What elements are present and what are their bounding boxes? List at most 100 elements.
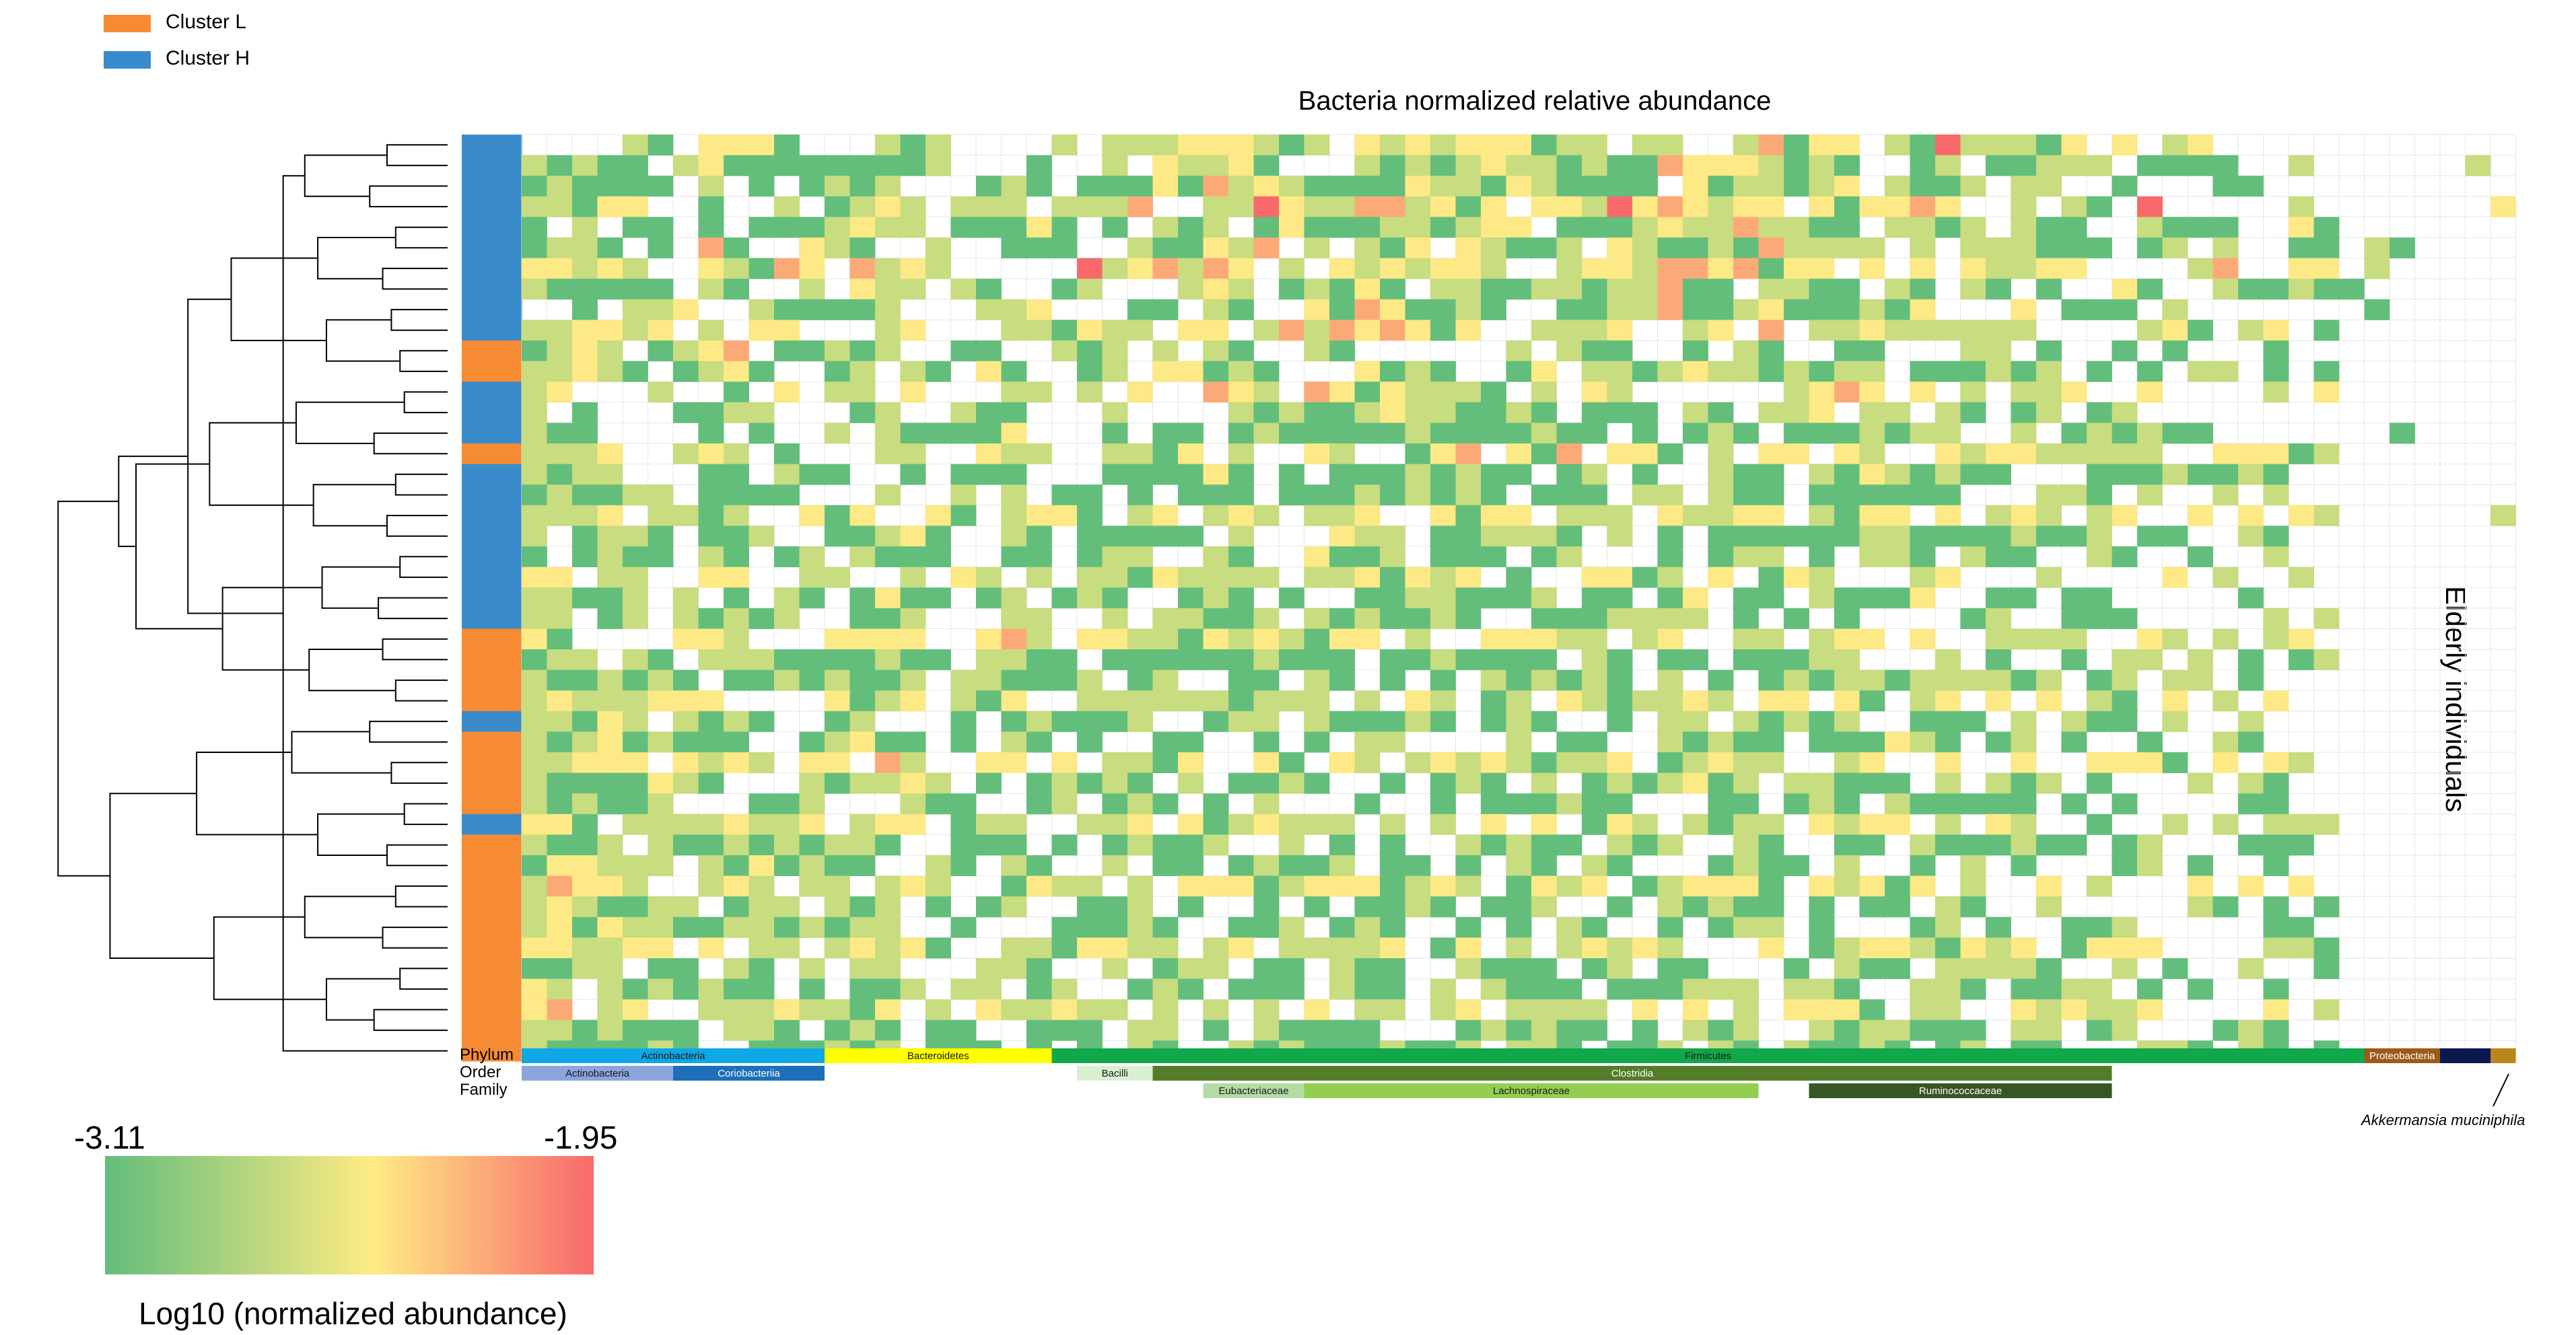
heatmap-cell	[2263, 978, 2289, 1000]
heatmap-cell	[1077, 382, 1103, 403]
heatmap-cell	[1809, 999, 1835, 1021]
heatmap-cell	[1859, 505, 1885, 526]
heatmap-cell	[2137, 361, 2163, 382]
heatmap-cell	[1203, 155, 1229, 176]
heatmap-cell	[1380, 814, 1405, 835]
heatmap-cell	[1481, 752, 1506, 773]
heatmap-cell	[572, 340, 598, 361]
heatmap-cell	[799, 958, 825, 979]
heatmap-cell	[648, 217, 674, 238]
heatmap-figure: Actinobacteria Bacteroidetes Firmicutes Pro…	[57, 134, 2516, 1107]
heatmap-cell	[1733, 526, 1759, 547]
heatmap-cell	[1253, 628, 1280, 650]
heatmap-cell	[1051, 793, 1078, 815]
heatmap-cell	[1683, 772, 1708, 794]
heatmap-cell	[1708, 772, 1734, 794]
heatmap-cell	[1733, 772, 1759, 794]
heatmap-cell	[1152, 135, 1179, 155]
heatmap-cell	[698, 999, 724, 1021]
row-dendrogram	[57, 144, 448, 1052]
heatmap-cell	[1859, 752, 1885, 773]
heatmap-cell	[2061, 217, 2087, 238]
heatmap-cell	[597, 546, 623, 567]
heatmap-cell	[2238, 711, 2264, 732]
heatmap-cell	[799, 916, 825, 938]
dendrogram-branch	[386, 515, 448, 537]
heatmap-cell	[799, 176, 825, 197]
heatmap-cell	[1708, 731, 1734, 753]
heatmap-cell	[1329, 546, 1355, 567]
heatmap-cell	[1885, 402, 1910, 423]
heatmap-cell	[1657, 567, 1683, 588]
heatmap-cell	[1582, 135, 1607, 155]
heatmap-cell	[673, 772, 699, 794]
heatmap-cell	[2137, 855, 2163, 876]
heatmap-cell	[1380, 937, 1405, 959]
heatmap-cell	[2061, 587, 2087, 609]
heatmap-cell	[648, 176, 674, 197]
heatmap-cell	[1733, 793, 1759, 815]
heatmap-cell	[1531, 834, 1557, 856]
heatmap-cell	[1279, 217, 1304, 238]
heatmap-cell	[1430, 670, 1456, 691]
heatmap-cell	[1253, 320, 1280, 341]
heatmap-cell	[749, 526, 775, 547]
heatmap-cell	[1885, 587, 1910, 609]
heatmap-cell	[875, 423, 901, 444]
heatmap-cell	[1809, 814, 1835, 835]
heatmap-cell	[623, 793, 648, 815]
heatmap-cell	[1556, 752, 1582, 773]
heatmap-cell	[1758, 587, 1784, 609]
heatmap-cell	[849, 196, 876, 217]
heatmap-cell	[1582, 382, 1607, 403]
heatmap-cell	[1178, 875, 1204, 897]
heatmap-cell	[2263, 814, 2289, 835]
heatmap-cell	[2137, 464, 2163, 485]
heatmap-cell	[1910, 937, 1936, 959]
heatmap-cell	[2263, 855, 2289, 876]
heatmap-cell	[648, 484, 674, 506]
heatmap-cell	[1178, 978, 1204, 1000]
heatmap-cell	[1304, 690, 1330, 712]
heatmap-cell	[1960, 546, 1986, 567]
heatmap-cell	[1455, 752, 1482, 773]
heatmap-cell	[597, 937, 623, 959]
heatmap-cell	[1683, 155, 1708, 176]
heatmap-cell	[2188, 978, 2213, 1000]
heatmap-cell	[1885, 772, 1910, 794]
taxonomy-bar-phylum	[825, 1048, 1052, 1063]
heatmap-cell	[1960, 464, 1986, 485]
heatmap-cell	[1986, 443, 2011, 464]
heatmap-cell	[1001, 464, 1027, 485]
heatmap-cell	[825, 855, 850, 876]
heatmap-cell	[1102, 567, 1128, 588]
heatmap-cell	[1329, 814, 1355, 835]
heatmap-cell	[1910, 258, 1936, 279]
heatmap-cell	[849, 711, 876, 732]
heatmap-cell	[926, 875, 951, 897]
heatmap-cell	[522, 875, 547, 897]
heatmap-cell	[1127, 752, 1153, 773]
heatmap-cell	[572, 1019, 598, 1041]
heatmap-cell	[1077, 916, 1103, 938]
heatmap-cell	[1834, 608, 1860, 629]
heatmap-cell	[1354, 896, 1381, 918]
heatmap-cell	[2011, 834, 2037, 856]
heatmap-cell	[648, 896, 674, 918]
heatmap-cell	[1152, 649, 1179, 670]
heatmap-cell	[1001, 834, 1027, 856]
heatmap-cell	[2036, 670, 2062, 691]
heatmap-cell	[950, 793, 977, 815]
heatmap-cell	[1683, 690, 1708, 712]
heatmap-cell	[1885, 464, 1910, 485]
heatmap-cell	[950, 916, 977, 938]
heatmap-cell	[2036, 217, 2062, 238]
heatmap-cell	[976, 340, 1002, 361]
heatmap-cell	[1910, 299, 1936, 320]
heatmap-cell	[849, 690, 876, 712]
heatmap-cell	[1758, 443, 1784, 464]
heatmap-cell	[724, 402, 749, 423]
dendrogram-branch	[209, 422, 314, 506]
heatmap-cell	[1253, 505, 1280, 526]
heatmap-cell	[1380, 546, 1405, 567]
